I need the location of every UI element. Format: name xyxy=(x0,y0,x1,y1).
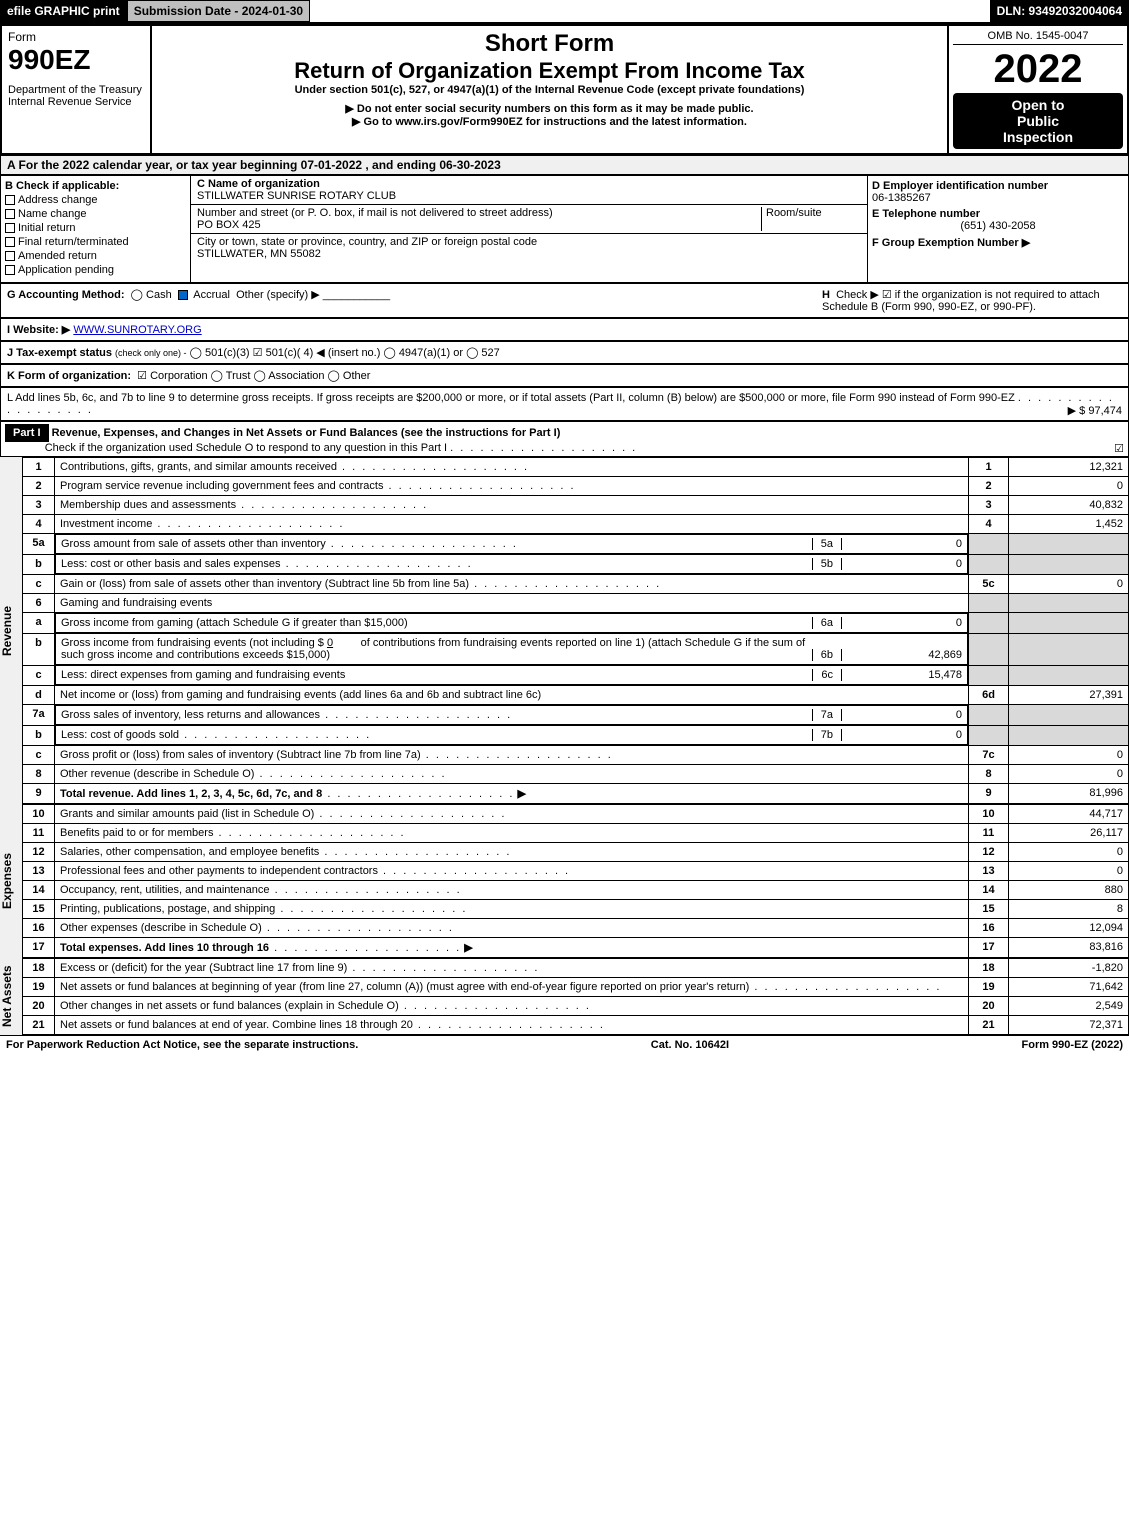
line-17: 17Total expenses. Add lines 10 through 1… xyxy=(23,938,1129,958)
part-1-tag: Part I xyxy=(5,424,49,442)
line-7c: cGross profit or (loss) from sales of in… xyxy=(23,746,1129,765)
line-6d: dNet income or (loss) from gaming and fu… xyxy=(23,686,1129,705)
website-link[interactable]: WWW.SUNROTARY.ORG xyxy=(73,324,201,336)
open-inspection: Open to Public Inspection xyxy=(953,93,1123,149)
line-j: J Tax-exempt status (check only one) - ◯… xyxy=(0,341,1129,364)
line-l: L Add lines 5b, 6c, and 7b to line 9 to … xyxy=(0,387,1129,421)
line-8: 8Other revenue (describe in Schedule O)8… xyxy=(23,765,1129,784)
dept-line1: Department of the Treasury xyxy=(8,84,144,96)
line-5b: bLess: cost or other basis and sales exp… xyxy=(23,554,1129,575)
line-i: I Website: ▶ WWW.SUNROTARY.ORG xyxy=(0,318,1129,341)
box-b: B Check if applicable: Address change Na… xyxy=(1,176,191,282)
subtitle: Under section 501(c), 527, or 4947(a)(1)… xyxy=(158,84,941,96)
line-7a: 7aGross sales of inventory, less returns… xyxy=(23,705,1129,726)
revenue-section: Revenue 1Contributions, gifts, grants, a… xyxy=(0,457,1129,804)
tax-year: 2022 xyxy=(953,49,1123,89)
info-block: B Check if applicable: Address change Na… xyxy=(0,175,1129,283)
f-arrow-icon: ▶ xyxy=(1022,237,1030,249)
chk-application-pending[interactable]: Application pending xyxy=(5,264,186,276)
c-label: C Name of organization xyxy=(197,178,320,190)
box-b-title: B Check if applicable: xyxy=(5,180,186,192)
d-label: D Employer identification number xyxy=(872,180,1124,192)
omb-number: OMB No. 1545-0047 xyxy=(953,30,1123,45)
line-16: 16Other expenses (describe in Schedule O… xyxy=(23,919,1129,938)
city-label: City or town, state or province, country… xyxy=(197,236,537,248)
part-1-header: Part I Revenue, Expenses, and Changes in… xyxy=(0,421,1129,457)
form-ref: Form 990-EZ (2022) xyxy=(1022,1039,1123,1051)
expenses-table: 10Grants and similar amounts paid (list … xyxy=(22,804,1129,958)
catalog-number: Cat. No. 10642I xyxy=(651,1039,729,1051)
line-9: 9Total revenue. Add lines 1, 2, 3, 4, 5c… xyxy=(23,784,1129,804)
line-14: 14Occupancy, rent, utilities, and mainte… xyxy=(23,881,1129,900)
header-center: Short Form Return of Organization Exempt… xyxy=(152,26,947,153)
top-bar: efile GRAPHIC print Submission Date - 20… xyxy=(0,0,1129,24)
room-suite: Room/suite xyxy=(761,207,861,231)
note-ssn: ▶ Do not enter social security numbers o… xyxy=(158,102,941,115)
org-name: STILLWATER SUNRISE ROTARY CLUB xyxy=(197,190,396,202)
line-10: 10Grants and similar amounts paid (list … xyxy=(23,805,1129,824)
line-21: 21Net assets or fund balances at end of … xyxy=(23,1016,1129,1035)
line-18: 18Excess or (deficit) for the year (Subt… xyxy=(23,959,1129,978)
note-link[interactable]: ▶ Go to www.irs.gov/Form990EZ for instru… xyxy=(158,115,941,128)
gross-receipts: ▶ $ 97,474 xyxy=(1068,404,1122,417)
paperwork-notice: For Paperwork Reduction Act Notice, see … xyxy=(6,1039,358,1051)
expenses-label: Expenses xyxy=(0,804,22,958)
chk-initial-return[interactable]: Initial return xyxy=(5,222,186,234)
line-12: 12Salaries, other compensation, and empl… xyxy=(23,843,1129,862)
line-19: 19Net assets or fund balances at beginni… xyxy=(23,978,1129,997)
revenue-table: 1Contributions, gifts, grants, and simil… xyxy=(22,457,1129,804)
line-4: 4Investment income41,452 xyxy=(23,515,1129,534)
header-right: OMB No. 1545-0047 2022 Open to Public In… xyxy=(947,26,1127,153)
dept-line2: Internal Revenue Service xyxy=(8,96,144,108)
section-a-tax-year: A For the 2022 calendar year, or tax yea… xyxy=(0,155,1129,175)
line-5a: 5aGross amount from sale of assets other… xyxy=(23,534,1129,555)
line-13: 13Professional fees and other payments t… xyxy=(23,862,1129,881)
schedule-o-check[interactable]: ☑ xyxy=(1114,442,1124,455)
line-3: 3Membership dues and assessments340,832 xyxy=(23,496,1129,515)
expenses-section: Expenses 10Grants and similar amounts pa… xyxy=(0,804,1129,958)
line-h: H Check ▶ ☑ if the organization is not r… xyxy=(822,288,1122,313)
dln: DLN: 93492032004064 xyxy=(990,0,1129,22)
chk-amended-return[interactable]: Amended return xyxy=(5,250,186,262)
line-2: 2Program service revenue including gover… xyxy=(23,477,1129,496)
addr-value: PO BOX 425 xyxy=(197,219,261,231)
chk-address-change[interactable]: Address change xyxy=(5,194,186,206)
line-6: 6Gaming and fundraising events xyxy=(23,594,1129,613)
line-20: 20Other changes in net assets or fund ba… xyxy=(23,997,1129,1016)
line-15: 15Printing, publications, postage, and s… xyxy=(23,900,1129,919)
revenue-label: Revenue xyxy=(0,457,22,804)
chk-final-return[interactable]: Final return/terminated xyxy=(5,236,186,248)
main-title: Return of Organization Exempt From Incom… xyxy=(158,58,941,84)
addr-label: Number and street (or P. O. box, if mail… xyxy=(197,207,553,219)
e-label: E Telephone number xyxy=(872,208,1124,220)
box-c: C Name of organization STILLWATER SUNRIS… xyxy=(191,176,868,282)
submission-date: Submission Date - 2024-01-30 xyxy=(127,0,310,22)
city-value: STILLWATER, MN 55082 xyxy=(197,248,321,260)
box-def: D Employer identification number 06-1385… xyxy=(868,176,1128,282)
form-label: Form xyxy=(8,30,144,44)
header-left: Form 990EZ Department of the Treasury In… xyxy=(2,26,152,153)
net-assets-section: Net Assets 18Excess or (deficit) for the… xyxy=(0,958,1129,1035)
form-number: 990EZ xyxy=(8,44,144,76)
line-6b: bGross income from fundraising events (n… xyxy=(23,633,1129,665)
line-5c: cGain or (loss) from sale of assets othe… xyxy=(23,575,1129,594)
form-header: Form 990EZ Department of the Treasury In… xyxy=(0,24,1129,155)
short-form-title: Short Form xyxy=(158,30,941,58)
line-6a: aGross income from gaming (attach Schedu… xyxy=(23,613,1129,634)
line-k: K Form of organization: ☑ Corporation ◯ … xyxy=(0,364,1129,387)
f-label: F Group Exemption Number xyxy=(872,237,1019,249)
page-footer: For Paperwork Reduction Act Notice, see … xyxy=(0,1035,1129,1054)
line-6c: cLess: direct expenses from gaming and f… xyxy=(23,665,1129,686)
net-assets-table: 18Excess or (deficit) for the year (Subt… xyxy=(22,958,1129,1035)
chk-name-change[interactable]: Name change xyxy=(5,208,186,220)
ein-value: 06-1385267 xyxy=(872,192,1124,204)
net-assets-label: Net Assets xyxy=(0,958,22,1035)
line-11: 11Benefits paid to or for members1126,11… xyxy=(23,824,1129,843)
line-g: G Accounting Method: ◯ Cash Accrual Othe… xyxy=(7,288,390,313)
efile-print-button[interactable]: efile GRAPHIC print xyxy=(0,0,127,22)
line-g-h: G Accounting Method: ◯ Cash Accrual Othe… xyxy=(0,283,1129,318)
phone-value: (651) 430-2058 xyxy=(872,220,1124,232)
line-7b: bLess: cost of goods sold7b0 xyxy=(23,725,1129,746)
line-1: 1Contributions, gifts, grants, and simil… xyxy=(23,458,1129,477)
